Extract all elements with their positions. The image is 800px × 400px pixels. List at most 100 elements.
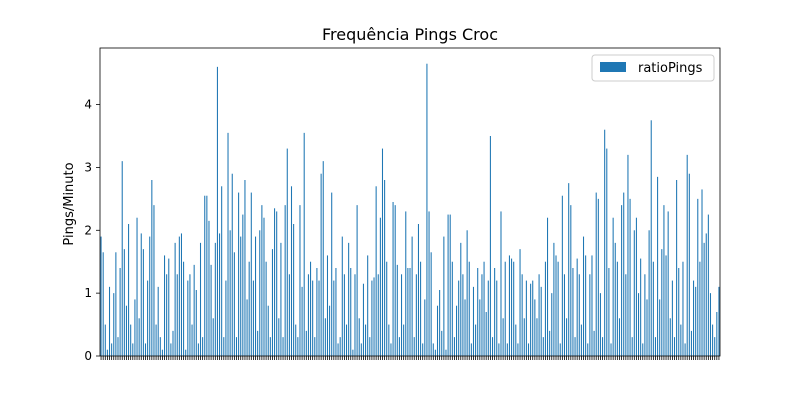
bar xyxy=(547,217,549,356)
bar xyxy=(138,318,140,356)
bar xyxy=(310,261,312,356)
bar xyxy=(390,343,392,356)
bar xyxy=(494,268,496,356)
bar xyxy=(394,205,396,356)
x-axis-ticks xyxy=(100,356,720,360)
y-tick-label: 2 xyxy=(84,223,92,237)
bar xyxy=(246,299,248,356)
bar xyxy=(276,211,278,356)
bar xyxy=(532,280,534,356)
bar xyxy=(593,330,595,356)
bar xyxy=(356,205,358,356)
bar xyxy=(644,274,646,356)
bar xyxy=(166,274,168,356)
bar xyxy=(650,120,652,356)
bar xyxy=(405,211,407,356)
bar xyxy=(633,230,635,356)
bar xyxy=(585,255,587,356)
bar xyxy=(551,293,553,356)
bar xyxy=(638,293,640,356)
bar xyxy=(379,217,381,356)
bar xyxy=(240,236,242,356)
bar xyxy=(312,280,314,356)
bar xyxy=(100,236,102,356)
bar xyxy=(136,217,138,356)
bar xyxy=(657,176,659,356)
bar xyxy=(703,242,705,356)
bar xyxy=(699,261,701,356)
bar xyxy=(652,261,654,356)
bar xyxy=(413,337,415,356)
bar xyxy=(322,161,324,356)
bar xyxy=(125,305,127,356)
bar xyxy=(456,305,458,356)
bar xyxy=(705,233,707,356)
bar xyxy=(216,66,218,357)
bar xyxy=(508,255,510,356)
bar xyxy=(445,349,447,356)
bar xyxy=(447,214,449,356)
bar xyxy=(191,324,193,356)
bar xyxy=(144,343,147,356)
bar xyxy=(172,330,174,356)
bar xyxy=(659,299,661,356)
bar xyxy=(381,148,384,356)
bar xyxy=(629,198,631,356)
bar xyxy=(396,264,398,356)
bar xyxy=(536,318,538,356)
bar xyxy=(557,261,559,356)
bar xyxy=(134,299,136,356)
bar xyxy=(329,305,331,356)
bar xyxy=(489,136,491,356)
bar xyxy=(430,252,432,356)
bar xyxy=(157,286,159,356)
bar xyxy=(513,261,515,356)
bar xyxy=(248,261,250,356)
bar xyxy=(261,205,263,356)
bar xyxy=(542,337,544,356)
bar xyxy=(492,337,494,356)
bar xyxy=(204,195,206,356)
bar xyxy=(189,274,191,356)
bar xyxy=(151,180,153,356)
bar xyxy=(271,249,273,356)
bar xyxy=(610,343,612,356)
bar xyxy=(149,236,151,356)
bar xyxy=(290,186,293,356)
bar xyxy=(250,192,252,356)
bar xyxy=(667,211,669,356)
bar xyxy=(422,343,424,356)
bar xyxy=(709,293,712,356)
bar xyxy=(195,290,197,356)
bar xyxy=(534,299,536,356)
bar xyxy=(255,236,257,356)
bar xyxy=(367,255,369,356)
bar xyxy=(481,274,483,356)
bar xyxy=(398,337,400,356)
bar xyxy=(314,337,316,356)
bar xyxy=(371,280,373,356)
bar xyxy=(252,280,254,356)
bar xyxy=(117,337,119,356)
bar xyxy=(574,337,576,356)
bar xyxy=(153,205,155,356)
bar xyxy=(572,268,574,356)
bar xyxy=(354,274,356,356)
bar xyxy=(714,337,716,356)
bar xyxy=(417,224,419,356)
bar xyxy=(373,277,375,356)
bar xyxy=(695,286,697,356)
bar xyxy=(475,324,477,356)
bar xyxy=(462,274,464,356)
bar xyxy=(635,217,637,356)
bar xyxy=(384,180,386,356)
bar xyxy=(161,349,163,356)
bar xyxy=(498,343,500,356)
bar xyxy=(517,343,519,356)
bar xyxy=(451,261,453,356)
bar xyxy=(375,186,377,356)
bar xyxy=(434,349,436,356)
bar xyxy=(669,318,671,356)
bar xyxy=(193,264,195,356)
bar xyxy=(589,274,591,356)
